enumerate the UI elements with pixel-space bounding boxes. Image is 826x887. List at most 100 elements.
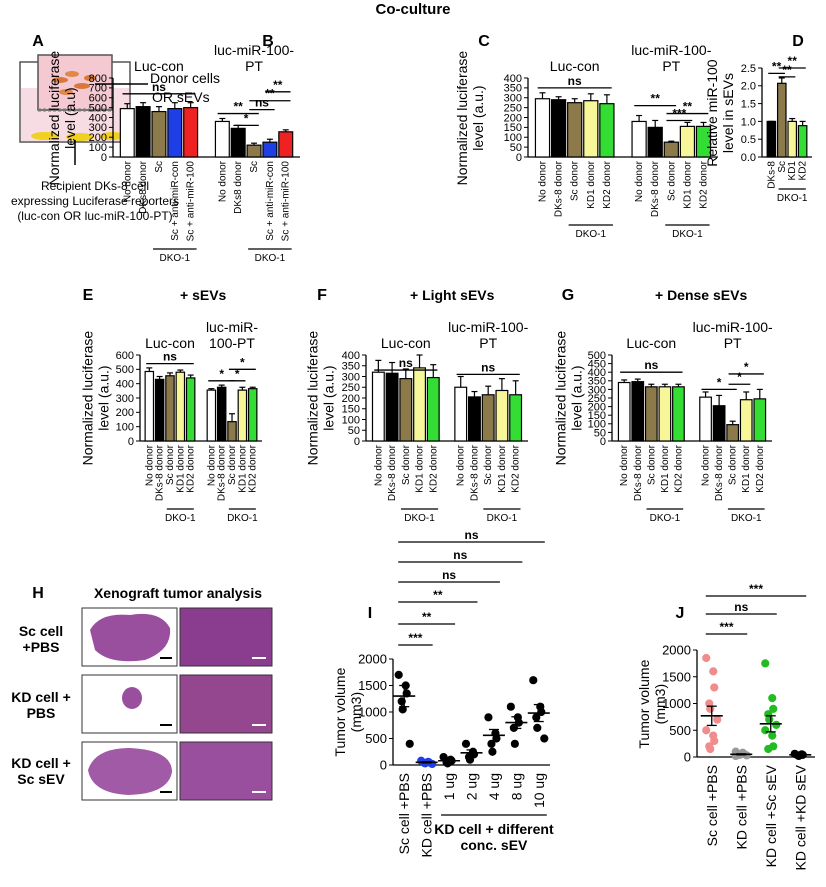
y-tick-label: 1.5 [741,98,756,110]
panel-letter: I [368,605,372,622]
y-tick-label: 300 [116,393,134,405]
bar [699,396,712,442]
x-tick-label: No donor [206,444,217,486]
y-tick-label: 500 [588,350,606,362]
bar [371,371,385,442]
x-tick-label: DKs-8 donor [554,160,565,217]
data-point [761,659,770,668]
data-point [465,755,475,764]
data-point [768,731,777,740]
y-tick-label: 1500 [358,678,387,693]
bar [214,120,230,158]
x-tick-label: Sc + anti-miR-con [170,161,181,241]
subgroup-label: DKO-1 [731,513,762,524]
subgroup-label: DKO-1 [487,513,518,524]
y-tick-label: 400 [504,73,522,85]
x-tick-label: 10 ug [531,773,547,808]
diagram-label: OR sEVs [152,89,210,105]
x-tick-label: DKs-8 [766,161,777,189]
diagram-label: Donor cells [150,70,220,86]
x-tick-label: No donor [701,444,712,486]
data-point [702,726,711,735]
x-tick-label: 2 ug [464,773,480,800]
y-axis-label: Normalized luciferase level (a.u.) [453,50,486,185]
histology-images [81,607,273,801]
bar [278,131,294,158]
data-point [461,739,471,748]
data-point [540,734,549,743]
significance-label: ns [399,356,413,370]
bar [216,386,227,442]
x-tick-label: KD2 donor [673,444,684,492]
y-tick-label: 2000 [358,652,387,667]
y-axis-label: Normalized luciferase level (a.u.) [78,330,111,466]
x-tick-label: KD1 donor [741,444,752,492]
x-tick-label: KD2 donor [428,444,439,492]
significance-label: ** [422,610,432,624]
y-tick-label: 0 [101,152,107,164]
x-tick-label: KD cell +Sc sEV [763,764,779,867]
bar [165,375,175,442]
panel-title: + sEVs [180,287,227,303]
x-tick-label: Sc [777,161,788,173]
significance-label: * [737,370,742,384]
bar [495,389,509,442]
x-tick-label: No donor [634,160,645,202]
bar [631,120,647,158]
y-tick-label: 50 [348,425,360,437]
x-tick-label: KD2 donor [602,160,613,208]
data-point [394,670,403,680]
bar [776,82,787,158]
x-tick-label: 1 ug [441,773,457,800]
x-tick-label: KD2 donor [511,444,522,492]
data-point [402,689,411,698]
bar [246,144,262,158]
x-tick-label: Sc donor [728,444,739,485]
data-point [397,697,406,706]
bar [467,396,481,442]
data-point [487,739,496,748]
x-tick-label: KD cell +KD sEV [792,764,808,870]
y-axis-label: Normalized luciferase level (a.u.) [303,330,336,466]
significance-label: ** [433,588,443,602]
bar [599,103,615,158]
y-tick-label: 500 [116,364,134,376]
x-tick-label: KD2 [798,161,809,181]
x-tick-label: KD1 donor [175,444,186,492]
bar [663,141,679,158]
y-tick-label: 100 [588,419,606,431]
y-tick-label: 800 [89,73,107,85]
x-tick-label: KD1 donor [237,444,248,492]
y-tick-label: 50 [510,142,522,154]
data-point [398,705,407,714]
group-label: Luc-con [549,57,600,74]
x-tick-label: KD2 donor [248,444,259,492]
significance-label: ns [152,80,166,94]
bar [766,120,777,158]
data-point [710,683,719,692]
x-tick-label: DKs-8 donor [469,444,480,501]
data-point [713,715,722,724]
significance-label: * [219,367,224,381]
significance-label: ns [568,74,582,88]
data-point [533,723,542,733]
y-tick-label: 350 [342,361,360,373]
row-label: KD cell + Sc sEV [11,755,71,788]
y-axis-label: Tumor volume (mm3) [331,667,364,757]
y-tick-label: 200 [588,401,606,413]
significance-label: * [717,375,722,389]
x-axis-label: KD cell + different conc. sEV [434,821,554,854]
significance-label: ** [273,78,283,92]
bar [206,389,217,442]
y-tick-label: 1000 [662,696,691,711]
x-tick-label: Sc donor [165,444,176,485]
significance-label: ns [734,600,748,614]
x-tick-label: Sc donor [666,160,677,201]
panel-letter: A [32,33,44,50]
significance-label: * [240,355,245,369]
bar [237,389,248,442]
bar [481,394,495,442]
group-label: luc-miR-100-PT [631,41,712,74]
significance-label: *** [408,631,422,645]
y-tick-label: 0 [684,750,691,765]
